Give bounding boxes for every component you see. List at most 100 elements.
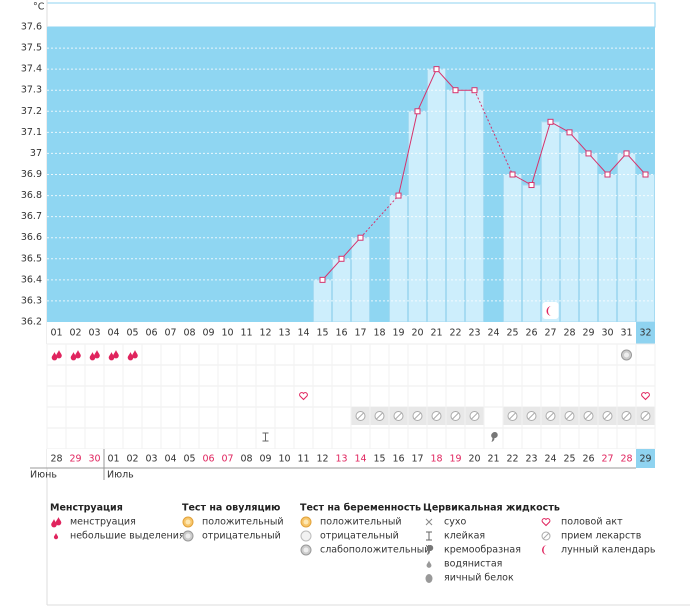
legend-icon <box>425 574 433 583</box>
temperature-point <box>547 118 554 125</box>
legend-item: водянистая <box>444 559 502 570</box>
cycle-day: 30 <box>601 328 613 339</box>
date: 09 <box>259 454 271 465</box>
drop-icon <box>132 350 138 359</box>
date: 30 <box>88 454 100 465</box>
cycle-day: 01 <box>50 328 62 339</box>
date: 10 <box>278 454 290 465</box>
medication-marker <box>446 407 465 425</box>
temperature-point <box>528 182 535 189</box>
gap-connector <box>474 90 513 175</box>
legend-item: менструация <box>70 517 136 528</box>
y-tick-label: 36.4 <box>21 274 42 285</box>
cycle-day: 15 <box>316 328 328 339</box>
date: 21 <box>487 454 499 465</box>
pill-line <box>528 412 535 420</box>
creamy-icon <box>491 432 498 442</box>
cycle-day: 20 <box>411 328 423 339</box>
date: 23 <box>525 454 537 465</box>
temperature-point <box>319 276 326 283</box>
cycle-day: 24 <box>487 328 499 339</box>
legend-icon <box>426 560 432 568</box>
y-tick-label: 36.3 <box>21 295 42 306</box>
date: 13 <box>335 454 347 465</box>
temperature-point <box>414 108 421 115</box>
temperature-point <box>452 87 459 94</box>
circle-icon <box>303 547 309 553</box>
y-tick-label: 37.4 <box>21 64 42 75</box>
cycle-day: 28 <box>563 328 575 339</box>
pill-line <box>623 412 630 420</box>
legend-title: Тест на беременность <box>300 503 421 514</box>
intercourse-marker <box>299 392 308 401</box>
cycle-day: 03 <box>88 328 100 339</box>
legend-item: положительный <box>320 517 402 528</box>
intercourse-marker <box>641 392 650 401</box>
legend-item: кремообразная <box>444 545 521 556</box>
sticky-icon <box>426 531 432 541</box>
sticky-icon <box>262 432 269 442</box>
legend-icon <box>426 531 432 541</box>
temperature-point <box>395 192 402 199</box>
pill-line <box>471 412 478 420</box>
y-tick-label: 37.3 <box>21 85 42 96</box>
creamy-icon <box>426 545 434 555</box>
legend-icon <box>541 531 551 541</box>
cycle-day: 21 <box>430 328 442 339</box>
date: 03 <box>145 454 157 465</box>
pill-line <box>357 412 364 420</box>
medication-marker <box>617 407 636 425</box>
pill-line <box>642 412 649 420</box>
menstruation-marker <box>89 350 100 361</box>
legend-item: небольшие выделения <box>70 531 185 542</box>
y-tick-label: 37.5 <box>21 43 42 54</box>
temperature-bar <box>465 89 484 323</box>
date: 16 <box>392 454 404 465</box>
date: 05 <box>183 454 195 465</box>
date: 24 <box>544 454 556 465</box>
cycle-day: 02 <box>69 328 81 339</box>
drop-icon <box>89 352 96 361</box>
temperature-line <box>512 121 646 186</box>
gap-connector <box>360 195 399 239</box>
drop-icon <box>51 352 58 361</box>
temperature-bar <box>636 174 655 323</box>
drop-icon <box>51 519 57 528</box>
date: 15 <box>373 454 385 465</box>
cycle-day: 09 <box>202 328 214 339</box>
legend-icon <box>541 518 551 527</box>
legend-icon <box>426 545 434 555</box>
legend-icon <box>53 533 59 540</box>
legend-icon <box>182 516 194 528</box>
date: 07 <box>221 454 233 465</box>
y-unit: °C <box>33 2 45 13</box>
y-tick-label: 37.1 <box>21 127 42 138</box>
medication-marker <box>408 407 427 425</box>
date: 28 <box>50 454 62 465</box>
legend-title: Цервикальная жидкость <box>423 503 560 514</box>
pill-line <box>395 412 402 420</box>
medication-marker <box>465 407 484 425</box>
temperature-bar <box>503 174 522 323</box>
y-tick-label: 37 <box>30 148 42 159</box>
temperature-point <box>471 87 478 94</box>
cycle-day: 17 <box>354 328 366 339</box>
legend-item: отрицательный <box>320 531 399 542</box>
medication-marker <box>560 407 579 425</box>
date: 01 <box>107 454 119 465</box>
date: 19 <box>449 454 461 465</box>
moon-icon <box>546 306 552 316</box>
cycle-day: 18 <box>373 328 385 339</box>
temperature-bar <box>598 174 617 323</box>
today-bg <box>636 449 655 468</box>
legend-icon <box>425 518 433 526</box>
medication-marker <box>351 407 370 425</box>
moon-marker <box>542 302 559 319</box>
heart-icon <box>641 392 650 401</box>
top-band <box>46 2 656 28</box>
cycle-day: 32 <box>639 328 651 339</box>
heart-icon <box>299 392 308 401</box>
y-tick-label: 36.7 <box>21 211 42 222</box>
temperature-point <box>566 129 573 136</box>
pill-line <box>414 412 421 420</box>
